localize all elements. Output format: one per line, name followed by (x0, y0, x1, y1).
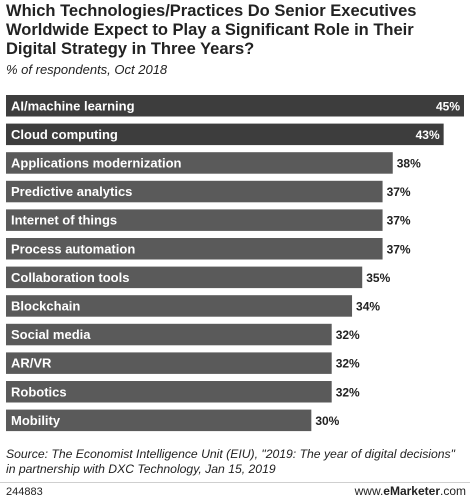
bar-7 (6, 295, 353, 317)
category-label-4: Internet of things (11, 213, 117, 228)
category-label-11: Mobility (11, 413, 61, 428)
value-label-7: 34% (356, 299, 380, 313)
brand-prefix: www. (354, 484, 384, 498)
category-label-0: AI/machine learning (11, 98, 135, 113)
bar-5 (6, 238, 383, 260)
value-label-1: 43% (416, 128, 440, 142)
bar-8 (6, 323, 332, 346)
category-label-6: Collaboration tools (11, 270, 129, 285)
category-label-5: Process automation (11, 241, 135, 256)
category-label-9: AR/VR (11, 356, 52, 371)
category-label-8: Social media (11, 327, 91, 342)
bar-4 (6, 209, 383, 231)
value-label-11: 30% (315, 414, 339, 428)
bar-2 (6, 152, 393, 174)
value-label-9: 32% (336, 357, 360, 371)
brand-suffix: .com (439, 484, 466, 498)
value-label-6: 35% (366, 271, 390, 285)
bar-0 (6, 95, 464, 117)
brand-name: eMarketer (383, 484, 440, 498)
bar-1 (6, 123, 444, 146)
source-note: Source: The Economist Intelligence Unit … (6, 447, 455, 476)
bar-3 (6, 180, 383, 203)
value-label-8: 32% (336, 328, 360, 342)
brand-logo: www.eMarketer.com (355, 484, 466, 498)
value-label-4: 37% (387, 214, 411, 228)
bar-9 (6, 352, 332, 374)
category-label-10: Robotics (11, 384, 67, 399)
category-label-2: Applications modernization (11, 155, 182, 170)
value-label-5: 37% (387, 242, 411, 256)
chart-subtitle: % of respondents, Oct 2018 (6, 62, 168, 77)
bar-chart: AI/machine learning 45% Cloud computing 43%… (6, 95, 464, 432)
bar-6 (6, 266, 363, 289)
bar-11 (6, 409, 312, 432)
value-label-3: 37% (387, 185, 411, 199)
category-label-3: Predictive analytics (11, 184, 132, 199)
category-label-1: Cloud computing (11, 127, 118, 142)
chart-title: Which Technologies/Practices Do Senior E… (6, 2, 417, 58)
footer-divider (0, 482, 470, 483)
value-label-0: 45% (436, 99, 460, 113)
value-label-2: 38% (397, 156, 421, 170)
bar-10 (6, 381, 332, 403)
value-label-10: 32% (336, 385, 360, 399)
chart-id: 244883 (6, 486, 43, 498)
category-label-7: Blockchain (11, 298, 80, 313)
